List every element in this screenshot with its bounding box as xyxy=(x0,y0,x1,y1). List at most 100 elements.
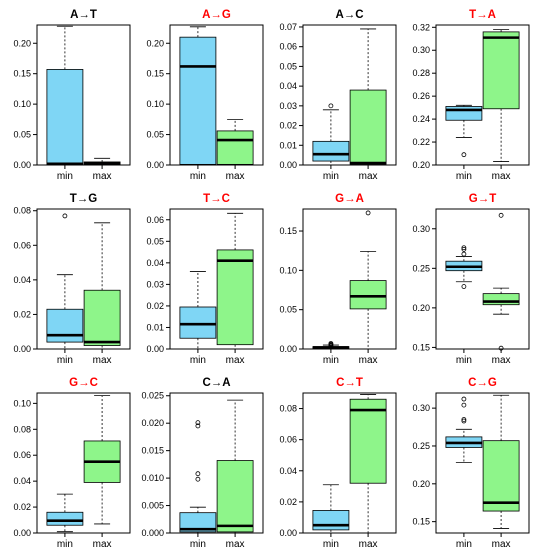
iqr-box xyxy=(216,249,254,346)
y-tick-label: 0.15 xyxy=(146,69,164,79)
panel-11: C→G 0.15 0.20 0.25 0.30 min max xyxy=(412,377,530,550)
box-max xyxy=(349,28,387,166)
panel-9: C→A 0.000 0.005 0.010 0.015 0.020 0.025 min max xyxy=(141,377,264,550)
y-tick-label: 0.04 xyxy=(13,476,31,486)
y-tick-label: 0.20 xyxy=(412,160,430,170)
y-tick-label: 0.20 xyxy=(412,303,430,313)
x-category-label: max xyxy=(226,355,245,366)
box-min xyxy=(179,26,217,166)
y-tick-label: 0.15 xyxy=(13,69,31,79)
y-tick-label: 0.08 xyxy=(13,424,31,434)
panel-title: G→C xyxy=(69,377,98,389)
x-category-label: min xyxy=(190,171,206,182)
outlier-point xyxy=(328,103,334,109)
box-min xyxy=(179,420,217,534)
panel-title: C→A xyxy=(202,377,230,389)
x-category-label: min xyxy=(190,355,206,366)
plot-frame xyxy=(302,208,397,350)
y-tick-label: 0.06 xyxy=(279,435,297,445)
outlier-point xyxy=(461,284,467,289)
y-tick-label: 0.00 xyxy=(146,160,164,170)
panel-title: C→G xyxy=(468,377,497,389)
y-tick-label: 0.32 xyxy=(412,22,430,32)
y-tick-label: 0.20 xyxy=(412,479,430,489)
panel-5: T→C 0.00 0.01 0.02 0.03 0.04 0.05 0.06 min max xyxy=(146,193,264,366)
box-max xyxy=(482,212,520,351)
y-tick-label: 0.30 xyxy=(412,403,430,413)
box-max xyxy=(216,212,254,350)
iqr-box xyxy=(482,31,520,110)
x-category-label: min xyxy=(190,539,206,550)
y-tick-label: 0.06 xyxy=(13,450,31,460)
y-tick-label: 0.00 xyxy=(279,160,297,170)
y-tick-label: 0.20 xyxy=(146,38,164,48)
panel-title: T→A xyxy=(469,9,496,21)
box-min xyxy=(312,103,350,166)
panel-2: A→C 0.00 0.01 0.02 0.03 0.04 0.05 0.06 0.07 min ma… xyxy=(279,9,397,182)
y-tick-label: 0.10 xyxy=(146,99,164,109)
iqr-box xyxy=(46,69,84,165)
x-category-label: min xyxy=(456,355,472,366)
iqr-box xyxy=(179,512,217,533)
y-tick-label: 0.08 xyxy=(13,206,31,216)
x-category-label: max xyxy=(492,539,511,550)
y-tick-label: 0.015 xyxy=(141,446,164,456)
x-category-label: max xyxy=(359,355,378,366)
y-tick-label: 0.10 xyxy=(13,99,31,109)
outlier-point xyxy=(62,213,68,219)
plot-frame xyxy=(36,208,131,350)
outlier-point xyxy=(365,210,371,216)
y-tick-label: 0.000 xyxy=(141,528,164,538)
y-tick-label: 0.04 xyxy=(279,81,297,91)
plot-frame xyxy=(435,392,530,534)
y-tick-label: 0.28 xyxy=(412,68,430,78)
y-tick-label: 0.05 xyxy=(279,61,297,71)
y-tick-label: 0.00 xyxy=(13,344,31,354)
y-tick-label: 0.22 xyxy=(412,137,430,147)
x-category-label: max xyxy=(93,355,112,366)
panel-title: C→T xyxy=(336,377,363,389)
y-tick-label: 0.05 xyxy=(146,236,164,246)
box-min xyxy=(46,213,84,350)
panel-title: A→C xyxy=(335,9,363,21)
box-max xyxy=(349,210,387,350)
x-category-label: min xyxy=(57,355,73,366)
y-tick-label: 0.05 xyxy=(146,130,164,140)
plot-frame xyxy=(302,24,397,166)
plot-frame xyxy=(36,24,131,166)
panel-7: G→T 0.15 0.20 0.25 0.30 min max xyxy=(412,193,530,366)
box-min xyxy=(46,493,84,533)
y-tick-label: 0.00 xyxy=(279,528,297,538)
y-tick-label: 0.10 xyxy=(279,265,297,275)
iqr-box xyxy=(482,293,520,306)
y-tick-label: 0.15 xyxy=(412,342,430,352)
box-max xyxy=(349,394,387,534)
iqr-box xyxy=(46,511,84,526)
x-category-label: min xyxy=(323,171,339,182)
panel-6: G→A 0.00 0.05 0.10 0.15 min max xyxy=(279,193,397,366)
outlier-point xyxy=(195,476,201,482)
panel-3: T→A 0.20 0.22 0.24 0.26 0.28 0.30 0.32 min max xyxy=(412,9,530,182)
y-tick-label: 0.025 xyxy=(141,391,164,401)
iqr-box xyxy=(179,306,217,339)
panel-title: G→T xyxy=(469,193,496,205)
y-tick-label: 0.30 xyxy=(412,224,430,234)
outlier-point xyxy=(498,212,504,218)
x-category-label: min xyxy=(323,539,339,550)
panel-10: C→T 0.00 0.02 0.04 0.06 0.08 min max xyxy=(279,377,397,550)
y-tick-label: 0.06 xyxy=(279,42,297,52)
y-tick-label: 0.02 xyxy=(279,497,297,507)
panel-8: G→C 0.00 0.02 0.04 0.06 0.08 0.10 min max xyxy=(13,377,131,550)
x-category-label: min xyxy=(57,171,73,182)
plot-frame xyxy=(302,392,397,534)
y-tick-label: 0.04 xyxy=(279,466,297,476)
plot-frame xyxy=(169,392,264,534)
iqr-box xyxy=(216,460,254,533)
plot-frame xyxy=(36,392,131,534)
iqr-box xyxy=(349,280,387,310)
y-tick-label: 0.00 xyxy=(279,344,297,354)
box-min xyxy=(445,104,483,158)
outlier-point xyxy=(461,246,467,252)
plot-frame xyxy=(435,208,530,350)
